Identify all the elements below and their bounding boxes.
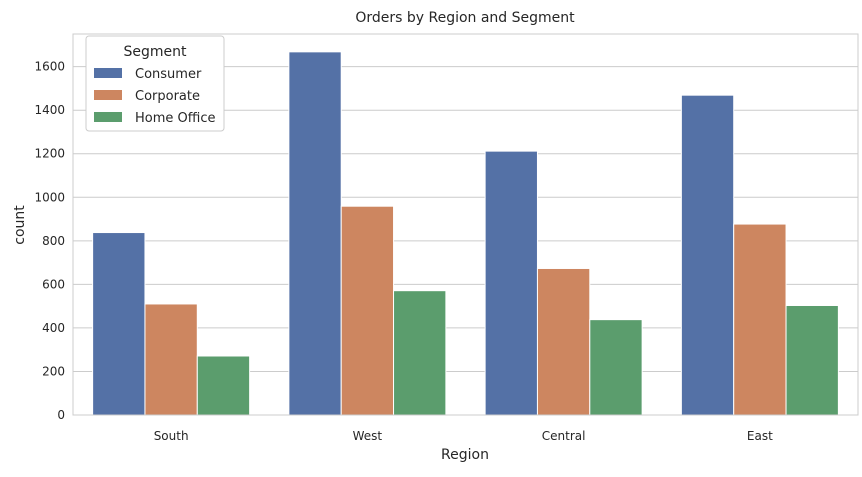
bar-consumer-east [680,94,735,416]
x-tick-label: South [154,429,189,443]
y-tick-label: 200 [42,364,65,378]
legend-swatch [94,112,122,122]
bar-home-office-south [196,355,251,416]
legend-label: Corporate [135,89,200,104]
legend-swatch [94,90,122,100]
bar-home-office-west [393,290,447,416]
bar-consumer-south [92,232,146,416]
x-tick-label: East [747,429,773,443]
x-axis-ticks: South West Central East [154,429,773,443]
y-tick-label: 1000 [34,190,65,204]
y-tick-label: 1200 [34,147,65,161]
y-tick-label: 1600 [34,60,65,74]
y-tick-label: 0 [57,408,65,422]
bar-corporate-south [144,303,198,416]
y-tick-label: 1400 [34,103,65,117]
bar-home-office-east [785,304,839,416]
bar-consumer-central [484,150,538,416]
bar-corporate-central [536,267,591,416]
chart-title: Orders by Region and Segment [355,10,575,26]
x-axis-label: Region [441,447,489,463]
x-tick-label: West [353,429,383,443]
bar-consumer-west [288,51,342,416]
legend-swatch [94,68,122,78]
bar-corporate-west [340,205,395,416]
legend-label: Consumer [135,67,202,82]
x-tick-label: Central [542,429,586,443]
legend-label: Home Office [135,111,215,126]
y-axis-label: count [12,205,28,245]
y-axis-ticks: 0 200 400 600 800 1000 1200 1400 1600 [34,60,65,422]
plot-frame [72,33,859,416]
y-tick-label: 800 [42,234,65,248]
y-tick-label: 400 [42,321,65,335]
bar-corporate-east [733,223,787,416]
bar-home-office-central [589,319,643,416]
legend-items: Consumer Corporate Home Office [94,67,215,126]
bars [92,51,839,416]
legend: Segment Consumer Corporate Home Office [85,35,225,132]
y-tick-label: 600 [42,277,65,291]
legend-title: Segment [124,44,188,60]
legend-box [85,35,225,132]
